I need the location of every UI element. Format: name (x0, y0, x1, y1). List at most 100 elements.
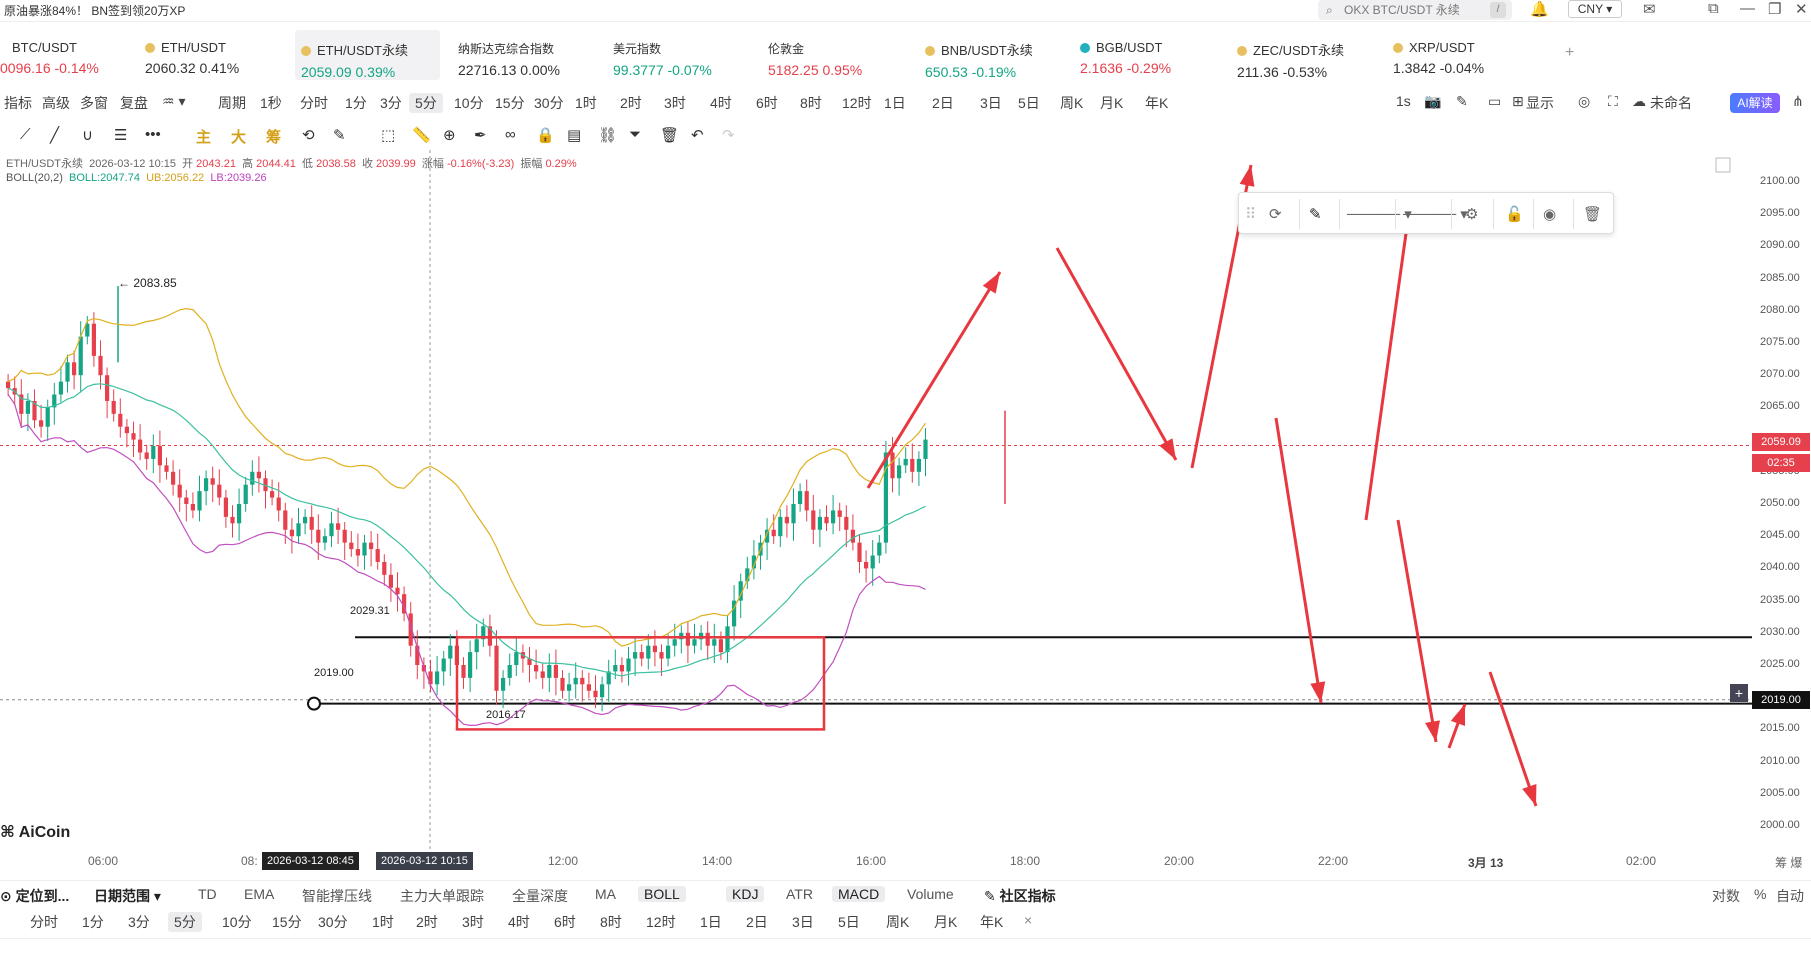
ticker-xrp[interactable]: XRP/USDT 1.3842 -0.04% (1393, 40, 1485, 76)
period-显示[interactable]: 显示 (1526, 95, 1554, 111)
cloud-icon[interactable]: ☁ (1632, 93, 1646, 109)
line-tool-icon[interactable]: ⟋ (20, 126, 31, 143)
indicator-boll[interactable]: BOLL (638, 886, 686, 902)
mail-icon[interactable]: ✉ (1643, 1, 1656, 18)
template-icon[interactable]: ⟳ (1269, 206, 1282, 223)
period-多窗[interactable]: 多窗 (80, 95, 108, 111)
template-icon[interactable]: ▤ (567, 127, 582, 144)
period-周期[interactable]: 周期 (218, 95, 246, 111)
pen-icon[interactable]: ✒ (474, 127, 487, 144)
period2-10分[interactable]: 10分 (222, 914, 252, 930)
period-1s[interactable]: 1s (1396, 93, 1411, 109)
period2-年K[interactable]: 年K (980, 914, 1004, 930)
trash-icon[interactable]: 🗑 (660, 127, 680, 144)
period-指标[interactable]: 指标 (4, 95, 32, 111)
ticker-dxy[interactable]: 美元指数 99.3777 -0.07% (613, 42, 712, 78)
period2-2时[interactable]: 2时 (416, 914, 438, 930)
target-icon[interactable]: ◎ (1578, 93, 1591, 109)
period-月K[interactable]: 月K (1100, 95, 1124, 111)
period-12时[interactable]: 12时 (842, 95, 872, 111)
ray-tool-icon[interactable]: ╱ (50, 127, 60, 144)
period-分时[interactable]: 分时 (300, 95, 328, 111)
period-未命名[interactable]: 未命名 (1650, 95, 1692, 111)
indicator-volume[interactable]: Volume (907, 886, 954, 902)
share-icon[interactable]: ⋔ (1792, 93, 1804, 109)
period2-6时[interactable]: 6时 (554, 914, 576, 930)
period2-30分[interactable]: 30分 (318, 914, 348, 930)
indicator-smart-sr[interactable]: 智能撑压线 (302, 888, 372, 904)
shape-icon[interactable]: ⬚ (381, 127, 396, 144)
ticker-bnb[interactable]: BNB/USDT永续 650.53 -0.19% (925, 43, 1033, 80)
ticker-btc[interactable]: BTC/USDT 0096.16 -0.14% (0, 40, 99, 76)
settings-icon[interactable]: ⚙ (1465, 206, 1479, 223)
fullscreen-icon[interactable]: ⛶ (1608, 93, 1618, 109)
period-1时[interactable]: 1时 (575, 95, 597, 111)
period-1日[interactable]: 1日 (884, 95, 906, 111)
period-2日[interactable]: 2日 (932, 95, 954, 111)
indicator-kdj[interactable]: KDJ (726, 886, 765, 902)
period2-2日[interactable]: 2日 (746, 914, 768, 930)
undo-icon[interactable]: ↶ (691, 127, 704, 144)
period-1分[interactable]: 1分 (345, 95, 367, 111)
filter-icon[interactable]: ⏷ (629, 126, 642, 143)
indicator-big-order[interactable]: 主力大单跟踪 (400, 888, 484, 904)
ruler-icon[interactable]: 📏 (412, 127, 431, 144)
indicator-ema[interactable]: EMA (244, 886, 275, 902)
visibility-icon[interactable]: ◉ (1543, 206, 1557, 223)
period-10分[interactable]: 10分 (454, 95, 484, 111)
period-5分[interactable]: 5分 (409, 93, 443, 113)
redo-icon[interactable]: ↷ (722, 127, 735, 144)
pen-color-icon[interactable]: ✎ (1309, 206, 1322, 223)
main-chart-toggle[interactable]: 主 (196, 129, 212, 146)
indicator-depth[interactable]: 全量深度 (512, 888, 568, 904)
log-scale-toggle[interactable]: 对数 (1712, 888, 1740, 904)
layout-icon[interactable]: ⊞ (1512, 93, 1524, 109)
indicator-atr[interactable]: ATR (786, 886, 813, 902)
popout-icon[interactable]: ⧉ (1708, 0, 1719, 17)
period-3日[interactable]: 3日 (980, 95, 1002, 111)
period-高级[interactable]: 高级 (42, 95, 70, 111)
ticker-nasdaq[interactable]: 纳斯达克综合指数 22716.13 0.00% (458, 42, 560, 78)
brush-icon[interactable]: ✎ (333, 127, 346, 144)
zoom-icon[interactable]: ⊕ (443, 127, 456, 144)
close-icon[interactable]: × (1024, 912, 1033, 928)
period2-4时[interactable]: 4时 (508, 914, 530, 930)
period2-3分[interactable]: 3分 (128, 914, 150, 930)
ticker-eth[interactable]: ETH/USDT 2060.32 0.41% (145, 40, 240, 76)
chart-type-icon[interactable]: ♒ ▾ (162, 93, 186, 109)
boll-info[interactable]: BOLL(20,2) BOLL:2047.74 UB:2056.22 LB:20… (6, 172, 267, 184)
curve-tool-icon[interactable]: ∪ (82, 127, 93, 144)
percent-scale-toggle[interactable]: % (1754, 886, 1767, 902)
candlestick-chart[interactable] (0, 150, 1811, 860)
period2-5日[interactable]: 5日 (838, 914, 860, 930)
date-range-button[interactable]: 日期范围 ▾ (94, 888, 161, 904)
chat-icon[interactable]: ▭ (1488, 93, 1502, 109)
close-icon[interactable]: ✕ (1795, 1, 1808, 18)
period-2时[interactable]: 2时 (620, 95, 642, 111)
replay-icon[interactable]: ⟲ (302, 127, 315, 144)
community-indicator-button[interactable]: ✎ 社区指标 (984, 888, 1056, 904)
link-icon[interactable]: ⛓ (598, 127, 618, 144)
hlines-tool-icon[interactable]: ☰ (114, 127, 128, 144)
period-15分[interactable]: 15分 (495, 95, 525, 111)
period-30分[interactable]: 30分 (534, 95, 564, 111)
period2-3时[interactable]: 3时 (462, 914, 484, 930)
period-6时[interactable]: 6时 (756, 95, 778, 111)
lock-icon[interactable]: 🔒 (536, 127, 555, 144)
period2-月K[interactable]: 月K (934, 914, 958, 930)
period2-5分[interactable]: 5分 (168, 912, 202, 932)
delete-icon[interactable]: 🗑 (1583, 206, 1603, 223)
edit-icon[interactable]: ✎ (1456, 93, 1468, 109)
big-order-toggle[interactable]: 大 (231, 129, 247, 146)
line-style-select[interactable]: ───── ▾ (1403, 206, 1468, 223)
period2-15分[interactable]: 15分 (272, 914, 302, 930)
add-alert-button[interactable]: + (1730, 684, 1748, 702)
indicator-macd[interactable]: MACD (832, 886, 886, 902)
ticker-bgb[interactable]: BGB/USDT 2.1636 -0.29% (1080, 40, 1172, 76)
period2-8时[interactable]: 8时 (600, 914, 622, 930)
period-4时[interactable]: 4时 (710, 95, 732, 111)
add-ticker-icon[interactable]: + (1565, 44, 1575, 61)
locate-button[interactable]: ⊙ 定位到... (0, 888, 70, 904)
auto-scale-toggle[interactable]: 自动 (1776, 888, 1804, 904)
drag-handle-icon[interactable]: ⠿ (1245, 206, 1256, 223)
